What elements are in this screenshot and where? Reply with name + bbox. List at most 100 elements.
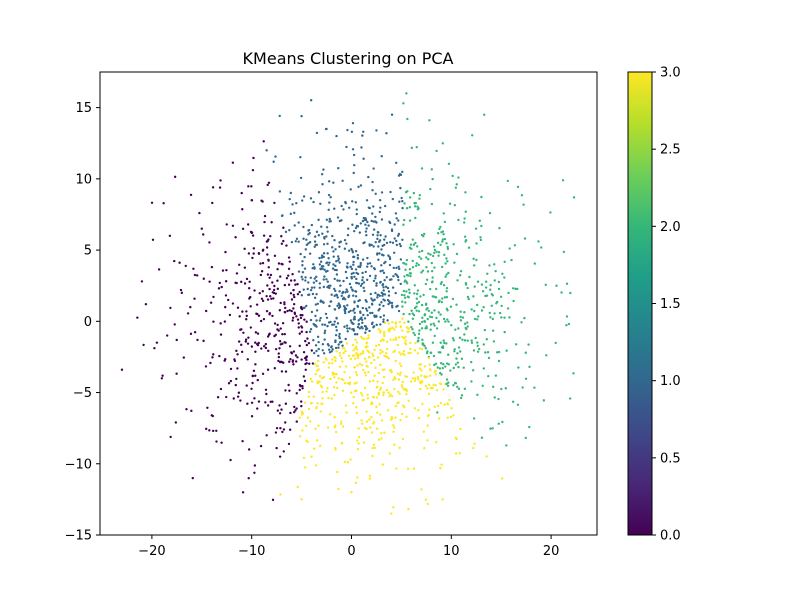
scatter-point-456 — [327, 362, 331, 365]
scatter-point-1738 — [370, 322, 374, 326]
scatter-point-937 — [398, 200, 401, 203]
scatter-point-826 — [343, 310, 347, 313]
scatter-point-1910 — [463, 311, 466, 314]
scatter-point-576 — [380, 248, 383, 251]
scatter-point-265 — [372, 354, 375, 358]
scatter-point-1499 — [175, 372, 178, 375]
scatter-point-1291 — [379, 329, 382, 333]
scatter-point-1830 — [266, 335, 270, 338]
scatter-point-917 — [565, 323, 568, 327]
scatter-point-1747 — [349, 319, 353, 322]
scatter-point-512 — [305, 243, 309, 247]
scatter-point-1363 — [349, 391, 353, 394]
scatter-point-1254 — [211, 201, 214, 205]
scatter-point-872 — [361, 306, 365, 310]
scatter-point-1234 — [354, 290, 358, 293]
scatter-point-722 — [481, 290, 485, 293]
scatter-point-167 — [142, 343, 145, 347]
scatter-point-198 — [292, 302, 296, 306]
scatter-point-534 — [136, 316, 139, 319]
scatter-point-1600 — [280, 235, 283, 238]
scatter-point-1391 — [355, 224, 359, 228]
scatter-point-464 — [403, 296, 407, 299]
scatter-point-1582 — [411, 259, 414, 263]
scatter-point-1689 — [488, 264, 491, 267]
scatter-point-1358 — [351, 223, 354, 226]
scatter-point-1666 — [315, 369, 319, 372]
scatter-point-1350 — [296, 292, 300, 296]
scatter-point-635 — [264, 401, 267, 404]
scatter-point-306 — [161, 374, 164, 377]
scatter-point-1654 — [343, 370, 346, 374]
colorbar-tick-label: 1.0 — [660, 374, 681, 389]
scatter-point-726 — [338, 332, 341, 336]
scatter-point-1906 — [336, 216, 340, 219]
scatter-point-1570 — [473, 264, 476, 267]
scatter-point-461 — [393, 443, 396, 446]
scatter-point-1451 — [327, 396, 330, 400]
scatter-point-232 — [169, 306, 172, 310]
scatter-point-1557 — [365, 265, 369, 268]
scatter-point-1863 — [352, 402, 355, 405]
scatter-point-386 — [305, 330, 308, 334]
scatter-point-634 — [395, 305, 398, 308]
scatter-point-288 — [560, 291, 563, 294]
scatter-point-1177 — [296, 485, 299, 489]
scatter-point-771 — [289, 212, 292, 216]
scatter-point-1324 — [335, 268, 338, 272]
scatter-point-1113 — [319, 267, 322, 270]
scatter-point-442 — [448, 398, 451, 402]
scatter-point-1975 — [335, 134, 338, 138]
scatter-point-880 — [382, 298, 385, 301]
scatter-point-281 — [451, 174, 454, 178]
scatter-point-1715 — [452, 243, 455, 246]
scatter-point-1489 — [211, 186, 215, 189]
scatter-point-1243 — [225, 395, 228, 399]
scatter-point-1288 — [366, 365, 369, 368]
scatter-point-300 — [165, 334, 169, 337]
scatter-point-1445 — [246, 358, 249, 361]
scatter-point-382 — [361, 321, 364, 325]
scatter-point-258 — [524, 436, 528, 440]
scatter-point-1420 — [389, 393, 392, 396]
scatter-point-1925 — [355, 352, 358, 355]
scatter-point-80 — [314, 303, 318, 306]
scatter-point-156 — [377, 245, 380, 248]
scatter-point-394 — [318, 319, 322, 322]
scatter-point-1425 — [405, 389, 409, 392]
scatter-point-623 — [423, 447, 426, 450]
scatter-point-1452 — [387, 322, 390, 325]
scatter-point-400 — [414, 341, 417, 345]
scatter-point-1332 — [297, 221, 300, 224]
scatter-point-1480 — [377, 328, 380, 331]
scatter-point-758 — [390, 395, 394, 398]
scatter-point-1899 — [229, 379, 233, 383]
scatter-point-390 — [401, 386, 404, 389]
scatter-point-739 — [417, 408, 420, 412]
scatter-point-330 — [421, 338, 424, 342]
scatter-point-88 — [270, 221, 273, 224]
scatter-point-820 — [481, 384, 484, 387]
scatter-point-595 — [394, 404, 397, 408]
scatter-point-1928 — [340, 420, 343, 423]
scatter-point-921 — [237, 340, 241, 343]
scatter-point-676 — [235, 377, 238, 381]
scatter-point-1506 — [332, 181, 335, 184]
scatter-point-1661 — [544, 283, 547, 287]
scatter-point-346 — [445, 290, 448, 293]
scatter-point-914 — [368, 274, 372, 278]
scatter-point-1185 — [477, 347, 481, 351]
scatter-point-1277 — [269, 273, 273, 277]
scatter-point-1191 — [369, 311, 372, 315]
scatter-point-1131 — [330, 350, 333, 353]
scatter-point-762 — [318, 263, 322, 266]
scatter-point-196 — [303, 401, 307, 404]
scatter-point-291 — [308, 252, 312, 255]
scatter-point-1912 — [431, 276, 434, 279]
scatter-point-1643 — [391, 321, 394, 324]
scatter-point-1037 — [308, 241, 312, 244]
scatter-point-1388 — [499, 295, 503, 298]
scatter-point-1692 — [420, 303, 424, 307]
scatter-point-1115 — [333, 239, 336, 242]
scatter-point-1851 — [484, 280, 488, 283]
